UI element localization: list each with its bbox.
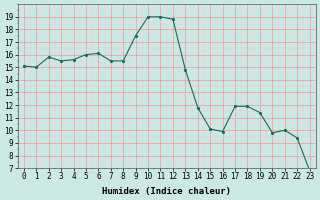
X-axis label: Humidex (Indice chaleur): Humidex (Indice chaleur) [102, 187, 231, 196]
